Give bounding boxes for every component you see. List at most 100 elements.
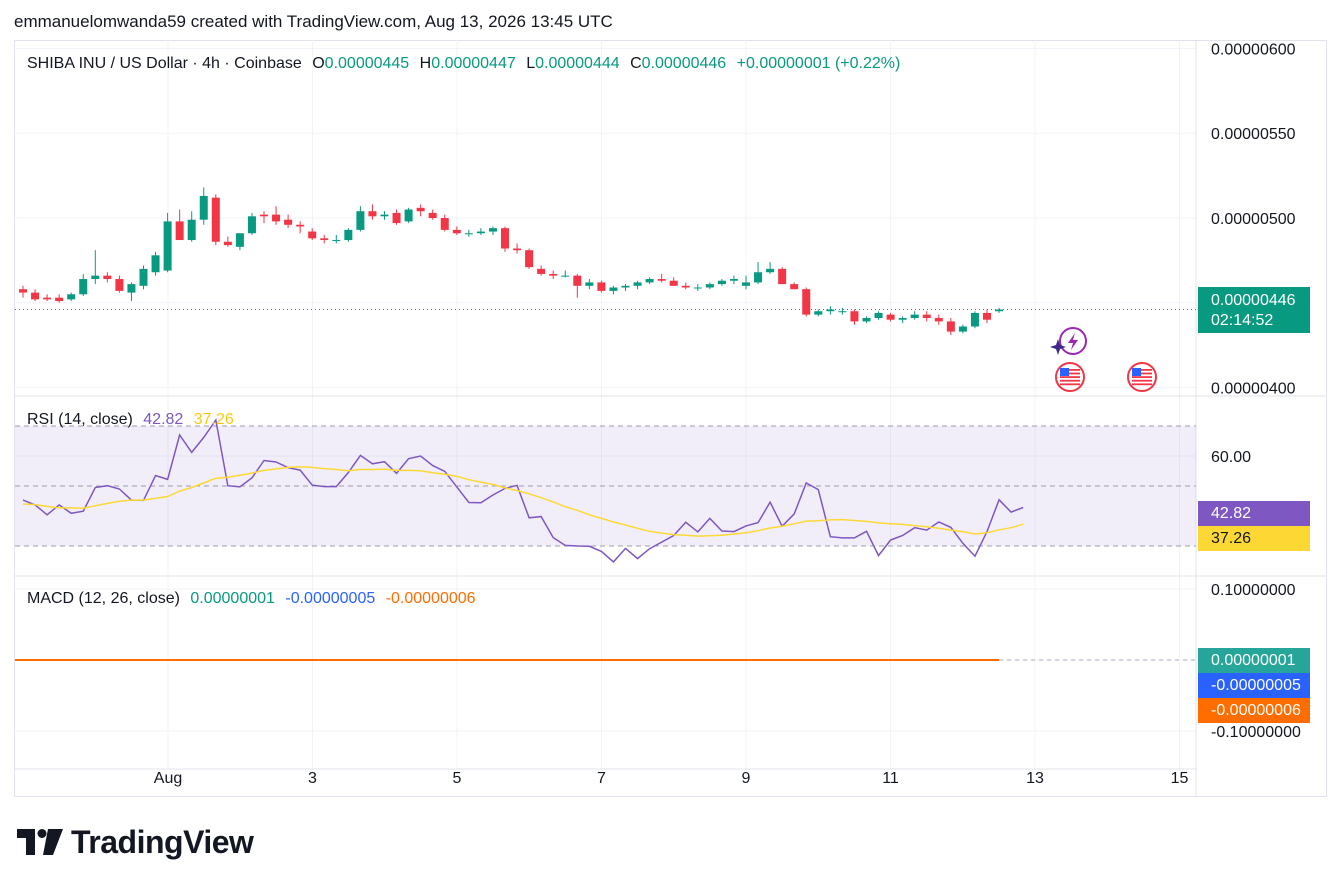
candle-body	[549, 273, 558, 276]
rsi-band	[15, 425, 1196, 547]
macd-signal-value: -0.00000005	[285, 590, 376, 607]
candle-body	[464, 233, 473, 235]
candle-body	[187, 219, 196, 241]
chart-credit: emmanuelomwanda59 created with TradingVi…	[14, 12, 613, 31]
candle-body	[284, 219, 293, 225]
candle-body	[693, 287, 702, 289]
event-icons[interactable]	[1050, 327, 1157, 392]
ohlc-close: C0.00000446	[630, 55, 727, 72]
tradingview-logo-icon	[17, 829, 63, 855]
sparkle-star	[1050, 339, 1066, 355]
macd-hist-value: -0.00000006	[385, 590, 476, 607]
candle-body	[597, 282, 606, 291]
candle-body	[958, 326, 967, 332]
candle-body	[898, 318, 907, 320]
candle-body	[802, 289, 811, 315]
symbol-title[interactable]: SHIBA INU / US Dollar · 4h · Coinbase	[27, 55, 302, 72]
axis-labels: 0.00000600 0.00000550 0.00000500 0.00000400…	[154, 41, 1301, 787]
macd-tick-bottom: -0.10000000	[1211, 724, 1301, 741]
rsi-value: 42.82	[143, 411, 184, 428]
candle-body	[645, 279, 654, 283]
candle-body	[621, 285, 630, 288]
candle-body	[55, 297, 64, 302]
candle-body	[476, 231, 485, 234]
candle-body	[452, 229, 461, 234]
candle-body	[681, 285, 690, 288]
candle-body	[934, 318, 943, 322]
tradingview-logo[interactable]: TradingView	[17, 822, 254, 862]
candle-body	[669, 280, 678, 286]
candle-body	[513, 248, 522, 251]
us-flag-stripe	[1132, 372, 1152, 375]
price-tick-label: 0.00000600	[1211, 41, 1296, 58]
candle-body	[983, 312, 991, 320]
us-flag-stripe	[1060, 369, 1080, 371]
candle-body	[296, 224, 305, 227]
candle-body	[838, 311, 847, 313]
candle-body	[826, 309, 835, 312]
rsi-label[interactable]: RSI (14, close)	[27, 411, 133, 428]
us-flag-canton	[1132, 368, 1141, 376]
candle-body	[91, 275, 100, 280]
time-tick-label: 7	[597, 770, 606, 787]
us-flag-stripe	[1060, 379, 1080, 382]
candle-body	[754, 272, 763, 283]
signal-badge: -0.00000005	[1198, 673, 1310, 698]
us-flag-stripe	[1132, 376, 1152, 378]
candle-body	[416, 207, 425, 212]
candle-body	[970, 312, 979, 327]
hist-badge: -0.00000006	[1198, 698, 1310, 723]
pane-separators	[15, 40, 1327, 797]
candle-body	[561, 275, 570, 277]
candle-body	[344, 229, 353, 241]
candle-body	[428, 212, 437, 218]
price-candles	[15, 187, 1196, 335]
candle-body	[778, 268, 787, 285]
us-flag-icon[interactable]	[1127, 362, 1157, 392]
brand-name: TradingView	[71, 823, 254, 860]
time-tick-label: Aug	[154, 770, 182, 787]
candle-body	[43, 297, 52, 300]
candle-body	[874, 312, 883, 319]
time-tick-label: 3	[308, 770, 317, 787]
candle-body	[790, 284, 799, 290]
candle-body	[103, 275, 112, 280]
candle-body	[537, 268, 546, 274]
candle-body	[910, 314, 919, 319]
macd-label[interactable]: MACD (12, 26, close)	[27, 590, 180, 607]
candle-body	[392, 212, 401, 224]
price-tick-label: 0.00000400	[1211, 381, 1296, 398]
ohlc-open: O0.00000445	[312, 55, 410, 72]
lightning-event-icon[interactable]	[1050, 327, 1087, 355]
candle-body	[380, 214, 389, 217]
rsi-tick-label: 60.00	[1211, 449, 1251, 466]
bar-countdown: 02:14:52	[1211, 312, 1274, 329]
candle-body	[657, 279, 666, 281]
candle-body	[525, 250, 534, 268]
time-tick-label: 5	[453, 770, 462, 787]
us-flag-stripe	[1132, 379, 1152, 382]
macd-tick-top: 0.10000000	[1211, 582, 1296, 599]
rsi-ma-badge: 37.26	[1198, 526, 1310, 551]
rsi-lines	[22, 418, 1024, 563]
candle-body	[175, 221, 184, 241]
candle-body	[272, 214, 281, 222]
us-flag-stripe	[1132, 369, 1152, 371]
macd-value: 0.00000001	[190, 590, 275, 607]
candle-body	[488, 228, 497, 232]
us-flag-icon[interactable]	[1055, 362, 1085, 392]
us-flag-stripe	[1132, 383, 1152, 386]
candle-body	[356, 211, 365, 230]
current-price-badge: 0.00000446 02:14:52	[1198, 287, 1310, 333]
time-tick-label: 9	[742, 770, 751, 787]
rsi-ma-line	[22, 466, 1024, 537]
candle-body	[814, 311, 823, 315]
candle-body	[235, 233, 244, 247]
candle-body	[633, 282, 642, 286]
time-tick-label: 11	[882, 770, 899, 787]
price-tick-label: 0.00000500	[1211, 211, 1296, 228]
candle-body	[247, 216, 256, 234]
candle-body	[946, 321, 955, 332]
chart-frame[interactable]	[14, 40, 1327, 797]
